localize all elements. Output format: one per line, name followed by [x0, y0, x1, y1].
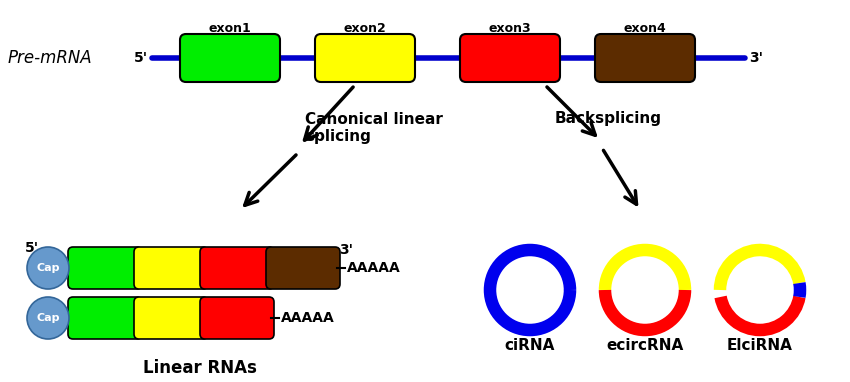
FancyBboxPatch shape	[460, 34, 560, 82]
Text: Pre-mRNA: Pre-mRNA	[8, 49, 93, 67]
FancyBboxPatch shape	[315, 34, 415, 82]
Text: 5': 5'	[133, 51, 148, 65]
FancyBboxPatch shape	[68, 247, 142, 289]
FancyBboxPatch shape	[180, 34, 280, 82]
Text: exon3: exon3	[489, 21, 531, 34]
FancyBboxPatch shape	[134, 297, 208, 339]
Text: Cap: Cap	[37, 313, 60, 323]
Text: AAAAA: AAAAA	[347, 261, 400, 275]
Text: Linear RNAs: Linear RNAs	[143, 359, 257, 377]
Text: Backsplicing: Backsplicing	[555, 110, 662, 126]
Text: ciRNA: ciRNA	[505, 338, 555, 353]
Text: exon2: exon2	[343, 21, 387, 34]
Text: 3': 3'	[749, 51, 763, 65]
FancyBboxPatch shape	[266, 247, 340, 289]
Text: exon4: exon4	[624, 21, 666, 34]
Text: Canonical linear
splicing: Canonical linear splicing	[305, 112, 443, 144]
FancyBboxPatch shape	[68, 297, 142, 339]
Circle shape	[27, 247, 69, 289]
FancyBboxPatch shape	[200, 247, 274, 289]
Text: 5': 5'	[25, 241, 39, 255]
FancyBboxPatch shape	[595, 34, 695, 82]
Text: ecircRNA: ecircRNA	[606, 338, 683, 353]
Text: exon1: exon1	[208, 21, 252, 34]
FancyBboxPatch shape	[134, 247, 208, 289]
Text: ElciRNA: ElciRNA	[727, 338, 793, 353]
Circle shape	[27, 297, 69, 339]
FancyBboxPatch shape	[200, 297, 274, 339]
Text: Cap: Cap	[37, 263, 60, 273]
Text: 3': 3'	[339, 243, 353, 257]
Text: AAAAA: AAAAA	[281, 311, 335, 325]
